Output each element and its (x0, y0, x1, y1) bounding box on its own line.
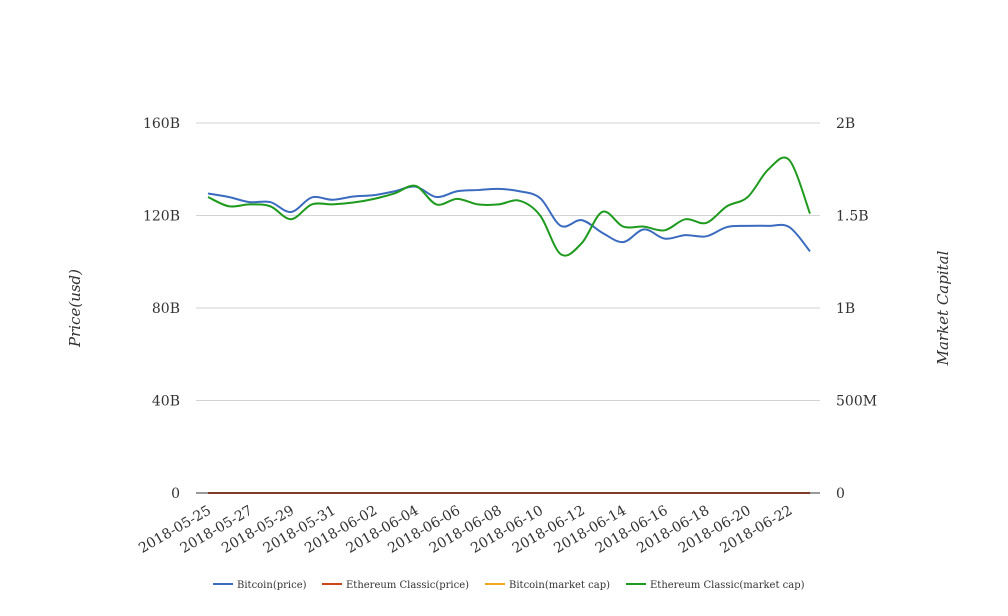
y-right-tick-label: 1.5B (836, 209, 869, 225)
legend-label-ethereum-classic-market-cap: Ethereum Classic(market cap) (650, 580, 805, 591)
y-right-tick-label: 1B (836, 301, 855, 317)
legend: Bitcoin(price) Ethereum Classic(price) Bit… (213, 580, 805, 591)
series-line-bitcoin-price (207, 185, 811, 252)
legend-label-ethereum-classic-price: Ethereum Classic(price) (346, 580, 469, 591)
legend-label-bitcoin-price: Bitcoin(price) (237, 580, 307, 591)
y-right-tick-label: 0 (836, 486, 845, 502)
gridlines (196, 122, 820, 401)
y-left-tick-label: 0 (171, 486, 180, 502)
x-tick-labels: 2018-05-252018-05-272018-05-292018-05-31… (136, 503, 795, 557)
series-line-ethereum-classic-market-cap (207, 156, 811, 257)
y-left-tick-label: 80B (152, 301, 180, 317)
y-right-tick-labels: 0 500M 1B 1.5B 2B (836, 116, 877, 502)
series-lines (207, 156, 811, 495)
y-left-tick-labels: 0 40B 80B 120B 160B (143, 116, 180, 502)
y-left-tick-label: 40B (152, 394, 180, 410)
y-right-tick-label: 2B (836, 116, 855, 132)
y-left-axis-title: Price(usd) (66, 269, 84, 348)
y-right-axis-title: Market Capital (934, 250, 952, 366)
y-left-tick-label: 120B (143, 209, 180, 225)
y-right-tick-label: 500M (836, 394, 877, 410)
legend-label-bitcoin-market-cap: Bitcoin(market cap) (509, 580, 610, 591)
y-left-tick-label: 160B (143, 116, 180, 132)
